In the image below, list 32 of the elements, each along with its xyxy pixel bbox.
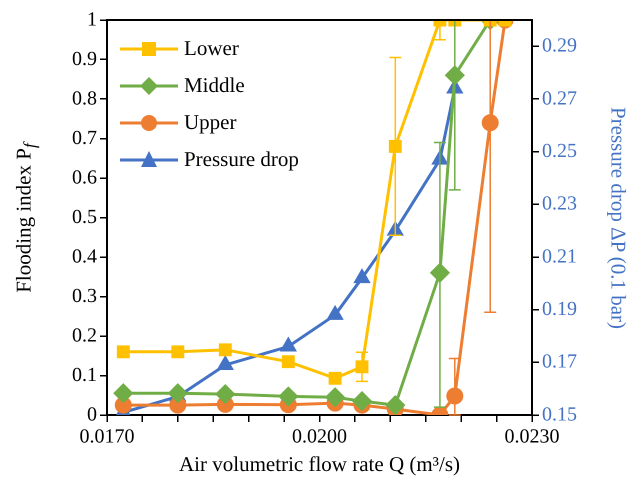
y2-tick-label: 0.15 [542,403,577,426]
point [354,270,370,284]
x-tick-label: 0.0170 [80,425,134,448]
y-tick-label: 0.9 [72,48,97,70]
y-tick-label: 0.5 [72,206,97,228]
y2-tick-label: 0.27 [542,87,577,110]
legend-label: Lower [184,35,239,62]
y2-tick-label: 0.21 [542,245,577,268]
x-tick-label: 0.0200 [292,425,347,448]
y2-tick-label: 0.25 [542,140,577,162]
x-axis-title: Air volumetric flow rate Q (m³/s) [179,452,460,477]
point [218,356,233,370]
y2-axis-title: Pressure drop ΔP (0.1 bar) [606,106,630,329]
y-tick-label: 0.7 [72,126,97,149]
y-tick-label: 0.4 [72,245,97,268]
y2-tick-label: 0.23 [542,192,577,215]
y-tick-label: 0.8 [72,87,97,110]
point [280,338,296,352]
y-tick-label: 0.2 [72,324,97,346]
y2-tick-label: 0.17 [542,350,577,373]
y-tick-label: 1 [87,8,97,30]
y-tick-label: 0.1 [72,364,97,386]
y-tick-label: 0.6 [72,166,97,188]
y2-tick-label: 0.29 [542,34,577,57]
point [328,306,343,320]
legend-label: Middle [184,72,245,99]
y2-tick-label: 0.19 [542,298,577,320]
y-tick-label: 0.3 [72,284,97,307]
y-tick-label: 0 [87,403,97,426]
legend-label: Pressure drop [184,146,299,173]
x-tick-label: 0.0230 [504,425,560,448]
legend-label: Upper [184,109,236,136]
